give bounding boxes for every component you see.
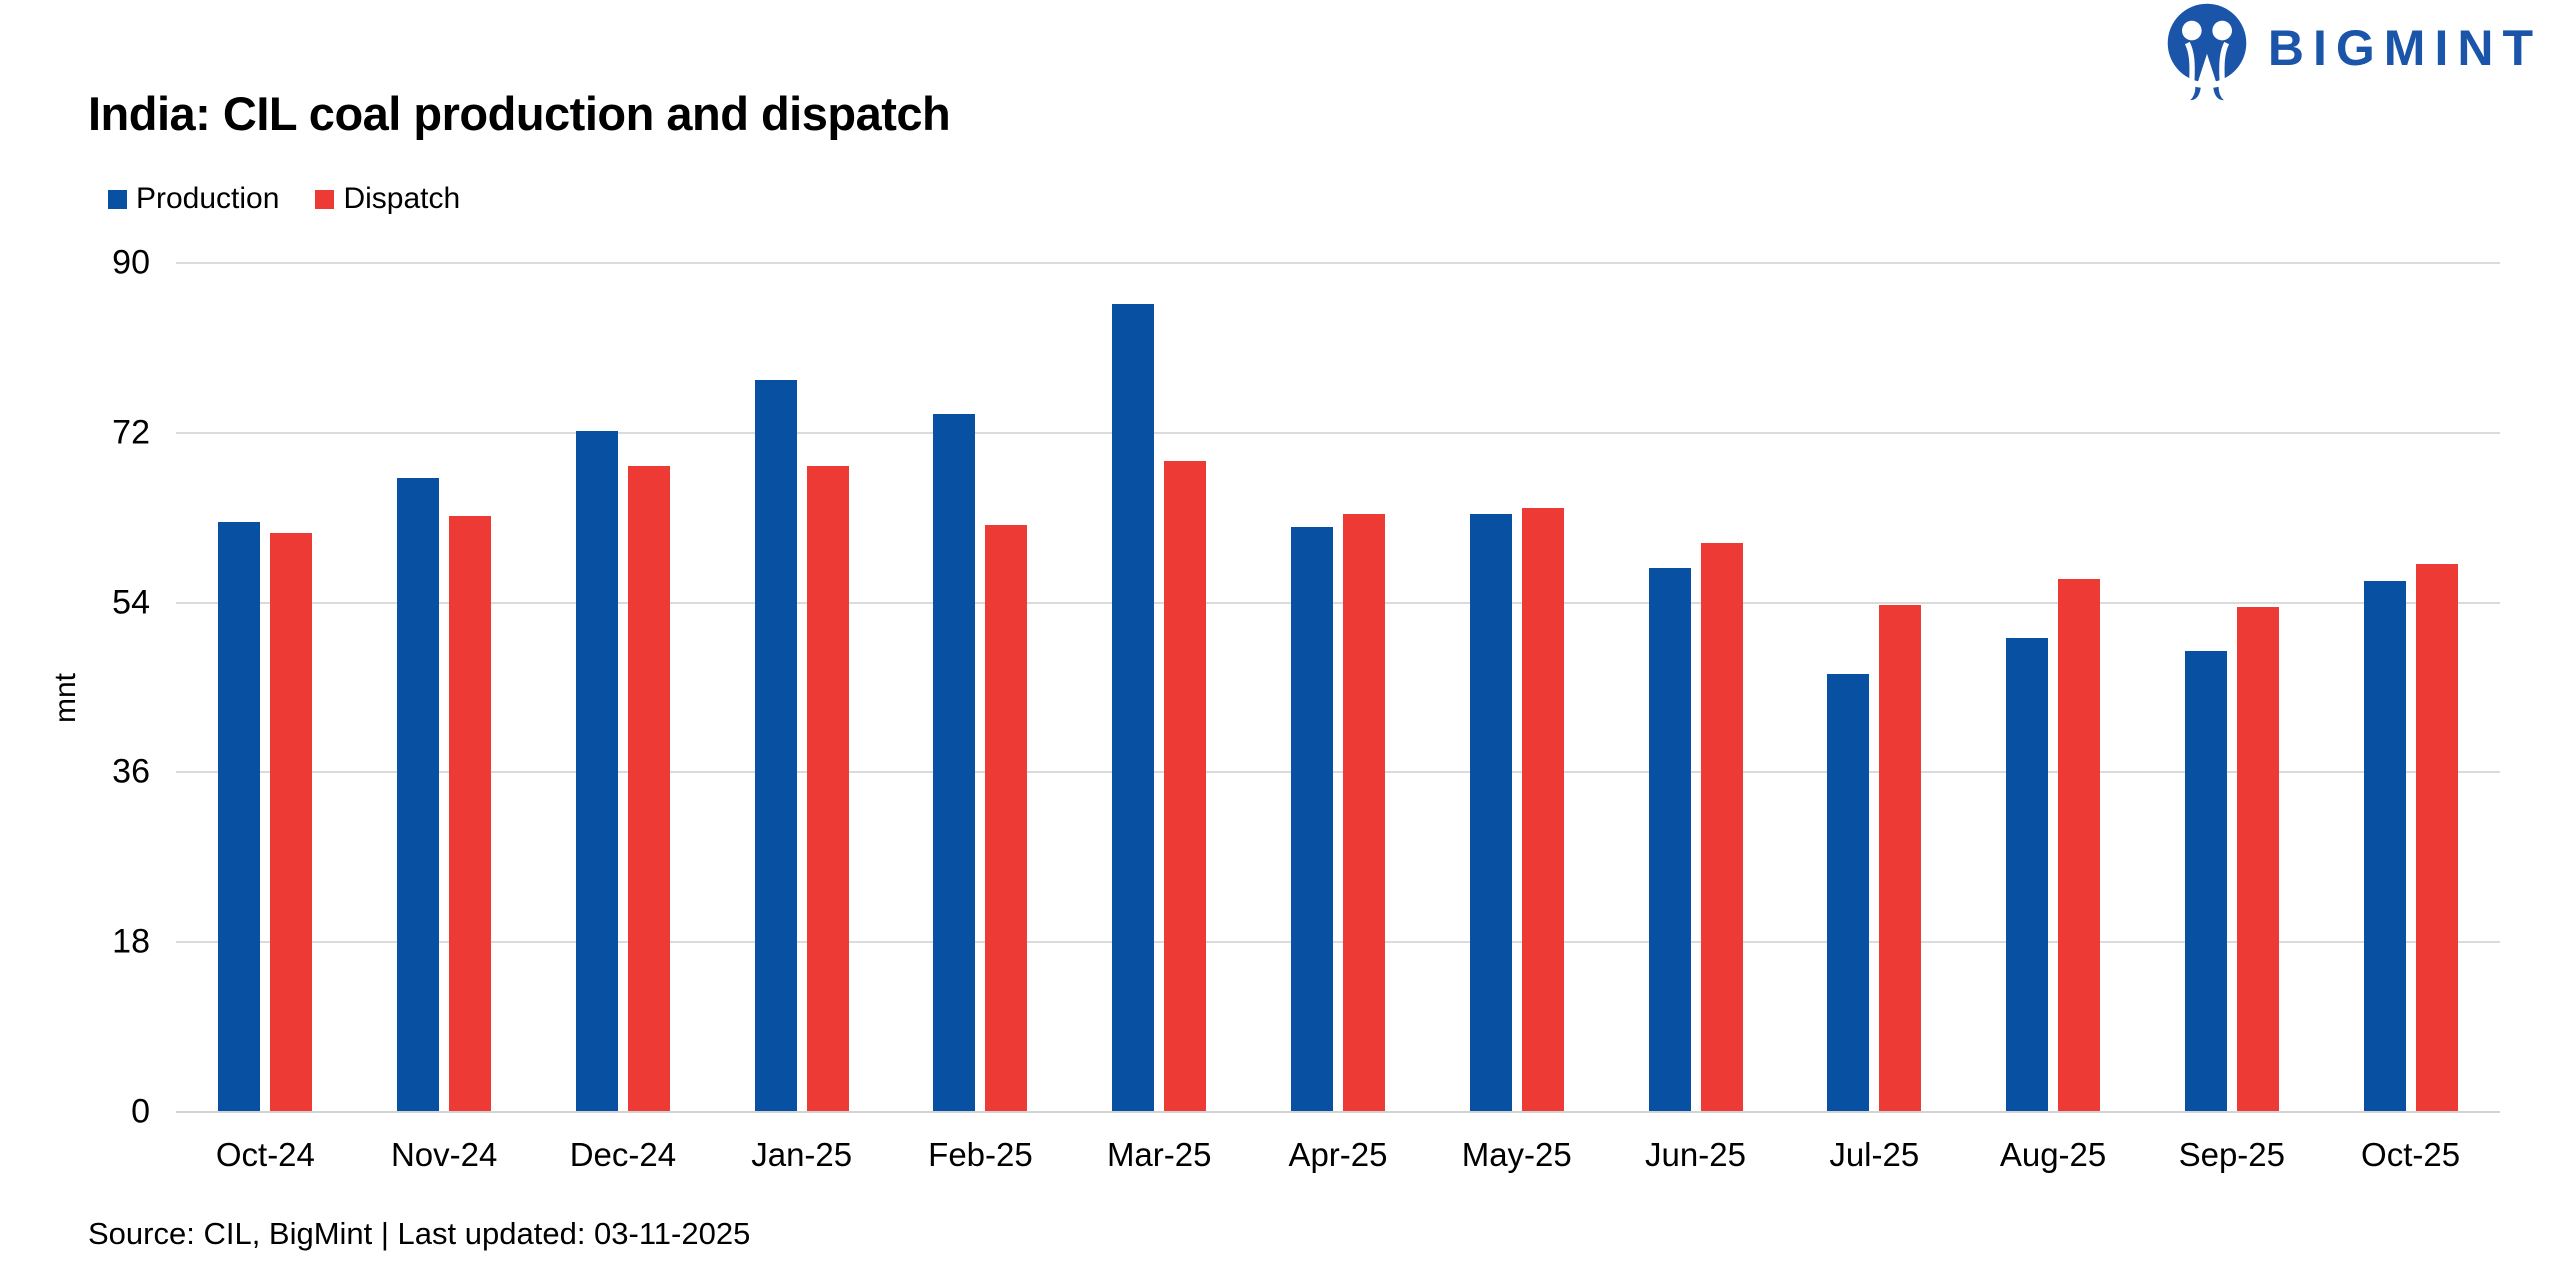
x-axis-label-Aug-25: Aug-25 [1999,1136,2107,1173]
bigmint-logo-icon [2167,3,2247,101]
x-axis-label-Oct-24: Oct-24 [215,1136,315,1173]
bar-pair-Nov-24 [355,263,534,1112]
bar-group-Sep-25: Sep-25 [2142,263,2321,1173]
bar-group-Feb-25: Feb-25 [891,263,1070,1173]
production-bar-May-25 [1469,513,1512,1112]
bigmint-logo: BIGMINT [2162,2,2542,102]
legend-label-production: Production [136,182,280,215]
bar-pair-May-25 [1427,263,1606,1112]
plot-area: Oct-24 Nov-24 Dec-24 Jan-25 Feb-25 Mar-25 Apr-… [176,262,2500,1173]
dispatch-bar-May-25 [1521,508,1564,1112]
bar-pair-Oct-25 [2321,263,2500,1112]
x-axis-label-Nov-24: Nov-24 [390,1136,498,1173]
x-axis-label-Mar-25: Mar-25 [1106,1136,1212,1173]
bar-groups: Oct-24 Nov-24 Dec-24 Jan-25 Feb-25 Mar-25 Apr-… [176,263,2500,1173]
x-axis-label-Feb-25: Feb-25 [928,1136,1033,1173]
production-swatch [108,189,127,209]
x-axis-line [176,1111,2500,1113]
bar-pair-Jul-25 [1785,263,1964,1112]
y-tick-label-72: 72 [112,413,150,452]
y-axis-ticks: 0 18 36 54 72 90 [0,244,150,1131]
dispatch-bar-Mar-25 [1164,461,1207,1112]
bigmint-logo-text: BIGMINT [2267,20,2542,76]
bar-pair-Aug-25 [1964,263,2143,1112]
bar-group-Jan-25: Jan-25 [712,263,891,1173]
bar-pair-Feb-25 [891,263,1070,1112]
x-axis-label-Jul-25: Jul-25 [1829,1136,1920,1173]
production-bar-Nov-24 [397,478,440,1112]
bar-pair-Oct-24 [176,263,355,1112]
production-bar-Mar-25 [1112,303,1155,1112]
x-axis-label-Jan-25: Jan-25 [751,1136,853,1173]
chart-title: India: CIL coal production and dispatch [88,87,951,140]
y-tick-label-0: 0 [131,1092,150,1131]
production-bar-Oct-25 [2363,580,2406,1112]
y-tick-label-18: 18 [112,922,150,961]
dispatch-bar-Feb-25 [985,525,1028,1112]
x-axis-label-Oct-25: Oct-25 [2361,1136,2461,1173]
legend-item-dispatch: Dispatch [315,182,460,216]
bar-pair-Mar-25 [1070,263,1249,1112]
x-axis-label-May-25: May-25 [1461,1136,1572,1173]
legend-label-dispatch: Dispatch [343,182,461,215]
dispatch-bar-Sep-25 [2236,607,2279,1112]
production-bar-Jun-25 [1648,567,1691,1112]
dispatch-bar-Dec-24 [627,465,670,1112]
gridline-18 [176,941,2500,944]
gridline-90 [176,262,2500,264]
dispatch-bar-Nov-24 [449,515,492,1112]
x-axis-label-Sep-25: Sep-25 [2178,1136,2286,1173]
bar-group-Jul-25: Jul-25 [1785,263,1964,1173]
y-tick-label-90: 90 [112,243,150,282]
gridline-54 [176,601,2500,604]
production-bar-Feb-25 [933,413,976,1112]
dispatch-bar-Oct-24 [270,532,313,1112]
bar-pair-Apr-25 [1249,263,1428,1112]
dispatch-bar-Aug-25 [2058,579,2101,1112]
x-axis-label-Jun-25: Jun-25 [1645,1136,1746,1173]
bar-group-Oct-25: Oct-25 [2321,263,2500,1173]
production-bar-Jan-25 [754,379,797,1112]
bar-pair-Jun-25 [1606,263,1785,1112]
dispatch-swatch [315,189,335,209]
bar-group-Aug-25: Aug-25 [1964,263,2143,1173]
chart-legend: Production Dispatch [108,182,460,216]
y-tick-label-36: 36 [112,752,150,791]
bar-pair-Dec-24 [534,263,713,1112]
production-bar-Jul-25 [1827,674,1870,1112]
dispatch-bar-Jul-25 [1879,605,1922,1112]
legend-item-production: Production [108,182,279,216]
dispatch-bar-Jun-25 [1700,543,1743,1112]
x-axis-label-Apr-25: Apr-25 [1288,1136,1388,1173]
bar-group-Dec-24: Dec-24 [534,263,713,1173]
bar-group-Nov-24: Nov-24 [355,263,534,1173]
bar-group-Apr-25: Apr-25 [1249,263,1428,1173]
bar-pair-Jan-25 [712,263,891,1112]
y-tick-label-54: 54 [112,583,150,622]
source-note: Source: CIL, BigMint | Last updated: 03-… [88,1216,751,1251]
dispatch-bar-Oct-25 [2415,563,2458,1112]
production-bar-Oct-24 [218,522,261,1112]
production-bar-Apr-25 [1290,527,1333,1112]
bar-pair-Sep-25 [2142,263,2321,1112]
bar-group-May-25: May-25 [1427,263,1606,1173]
bar-group-Oct-24: Oct-24 [176,263,355,1173]
production-bar-Sep-25 [2184,650,2227,1112]
dispatch-bar-Jan-25 [806,465,849,1112]
gridline-72 [176,431,2500,434]
production-bar-Dec-24 [575,430,618,1112]
gridline-36 [176,771,2500,774]
bar-group-Mar-25: Mar-25 [1070,263,1249,1173]
x-axis-label-Dec-24: Dec-24 [569,1136,677,1173]
dispatch-bar-Apr-25 [1342,513,1385,1112]
bar-group-Jun-25: Jun-25 [1606,263,1785,1173]
production-bar-Aug-25 [2006,637,2049,1112]
